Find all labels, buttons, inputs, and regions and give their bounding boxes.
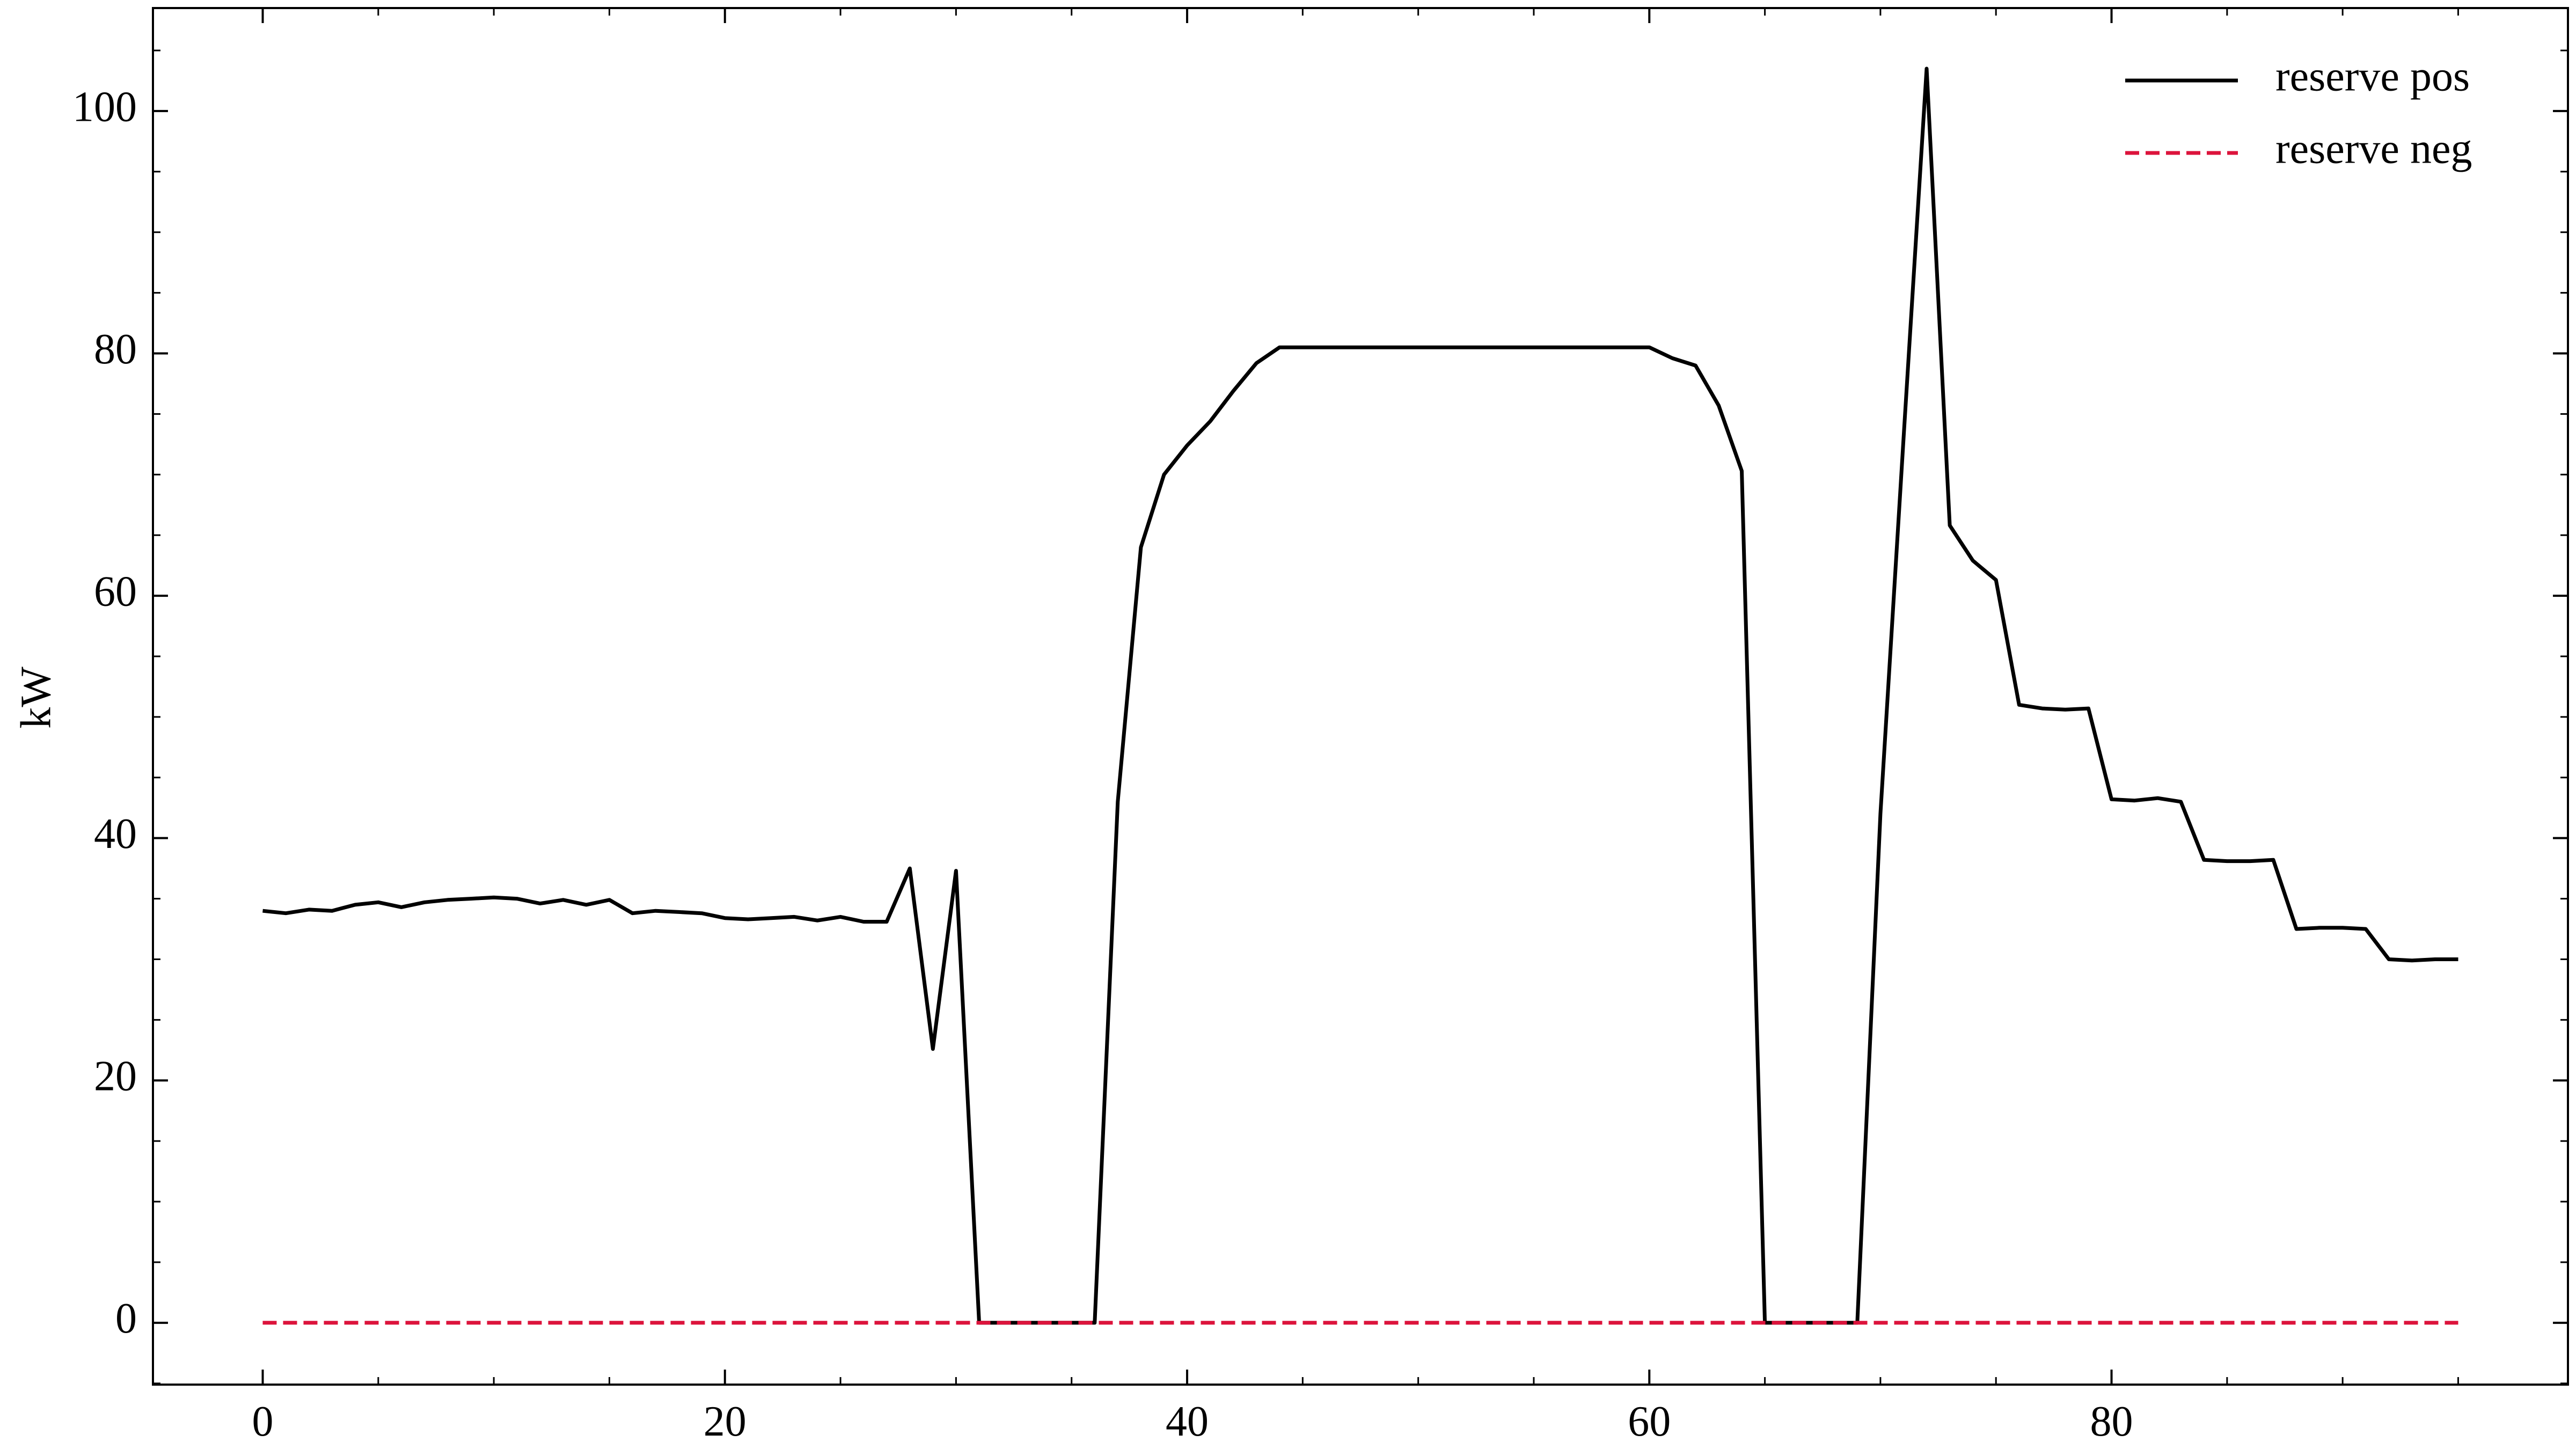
plot-frame xyxy=(152,7,2569,1386)
tick-labels: 0 20 40 60 80 0 20 40 60 80 100 xyxy=(72,83,2133,1445)
legend-label: reserve pos xyxy=(2275,53,2470,100)
y-tick-label: 20 xyxy=(94,1053,137,1100)
y-tick-label: 60 xyxy=(94,568,137,615)
legend: reserve pos reserve neg xyxy=(2125,53,2472,172)
series-layer xyxy=(262,67,2458,1325)
x-tick-label: 0 xyxy=(252,1398,274,1445)
y-tick-label: 0 xyxy=(115,1295,137,1342)
series-line-reserve-pos xyxy=(262,67,2458,1325)
y-tick-label: 80 xyxy=(94,326,137,373)
y-tick-label: 40 xyxy=(94,810,137,858)
y-tick-label: 100 xyxy=(72,83,137,130)
axis-ticks xyxy=(153,8,2568,1385)
y-axis-label: kW xyxy=(12,667,60,729)
x-tick-label: 20 xyxy=(704,1398,747,1445)
x-tick-label: 40 xyxy=(1166,1398,1209,1445)
x-tick-label: 80 xyxy=(2090,1398,2133,1445)
legend-label: reserve neg xyxy=(2275,125,2472,172)
x-tick-label: 60 xyxy=(1628,1398,1671,1445)
